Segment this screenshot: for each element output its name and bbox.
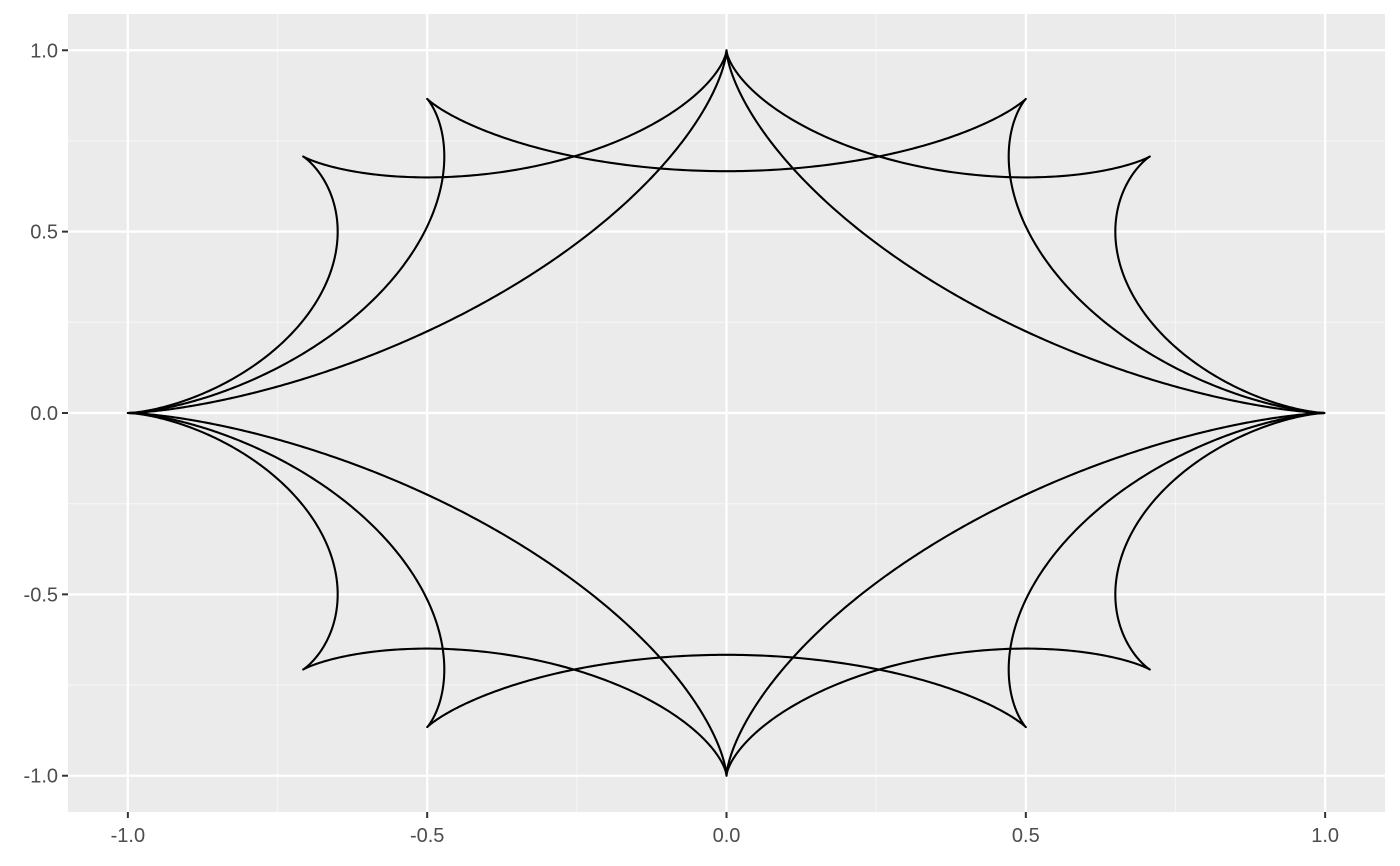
y-axis: -1.0 -0.5 0.0 0.5 1.0: [24, 40, 68, 788]
x-axis: -1.0 -0.5 0.0 0.5 1.0: [111, 812, 1339, 847]
x-tick-label: 0.5: [1012, 825, 1040, 847]
hypocycloid-4-cusp-curve: [126, 49, 1327, 777]
x-tick-label: -0.5: [410, 825, 444, 847]
x-tick-label: -1.0: [111, 825, 145, 847]
y-tick-label: 1.0: [30, 40, 58, 62]
x-tick-label: 0.0: [713, 825, 741, 847]
x-tick-label: 1.0: [1311, 825, 1339, 847]
y-tick-label: 0.5: [30, 222, 58, 244]
y-tick-label: -0.5: [24, 584, 58, 606]
y-tick-label: -1.0: [24, 766, 58, 788]
curve-layer: [126, 49, 1327, 777]
y-tick-label: 0.0: [30, 403, 58, 425]
